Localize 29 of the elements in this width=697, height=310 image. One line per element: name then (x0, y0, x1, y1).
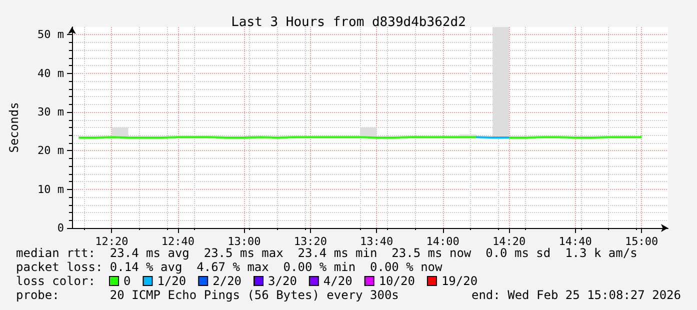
x-tick-label: 14:00 (426, 235, 460, 248)
legend-label: 4/20 (323, 274, 352, 288)
y-axis-title: Seconds (7, 102, 21, 153)
legend-label: 3/20 (268, 274, 297, 288)
y-tick-label: 30 m (38, 106, 64, 119)
x-tick-label: 13:00 (228, 235, 261, 248)
x-tick-label: 13:40 (360, 235, 394, 248)
text: probe: 20 ICMP Echo Pings (56 Bytes) every 300s (16, 288, 399, 302)
y-tick-label: 20 m (38, 144, 64, 158)
legend-label: 19/20 (441, 274, 478, 288)
y-tick-label: 10 m (38, 182, 64, 196)
x-tick-label: 14:40 (558, 235, 592, 248)
legend-label: 10/20 (378, 274, 415, 288)
legend-label: 0 (124, 274, 131, 288)
text: end: Wed Feb 25 15:08:27 2026 (471, 288, 681, 302)
text: median rtt: 23.4 ms avg 23.5 ms max 23.4 ms min 23.5 ms now 0.0 ms sd 1.3 k am/s (16, 246, 638, 260)
x-tick-label: 12:40 (161, 235, 195, 248)
text: packet loss: 0.14 % avg 4.67 % max 0.00 % min 0.00 % now (16, 260, 444, 274)
y-tick-label: 50 m (38, 28, 64, 42)
legend-title: loss color: (16, 274, 96, 288)
x-tick-label: 15:00 (624, 235, 658, 248)
legend-label: 2/20 (212, 274, 242, 288)
chart-title: Last 3 Hours from d839d4b362d2 (231, 15, 466, 30)
legend-label: 1/20 (157, 274, 186, 288)
y-tick-label: 0 (57, 222, 64, 234)
x-tick-label: 13:20 (294, 235, 327, 248)
x-tick-label: 12:20 (95, 235, 128, 248)
x-tick-label: 14:20 (492, 235, 526, 248)
y-tick-label: 40 m (38, 66, 64, 80)
